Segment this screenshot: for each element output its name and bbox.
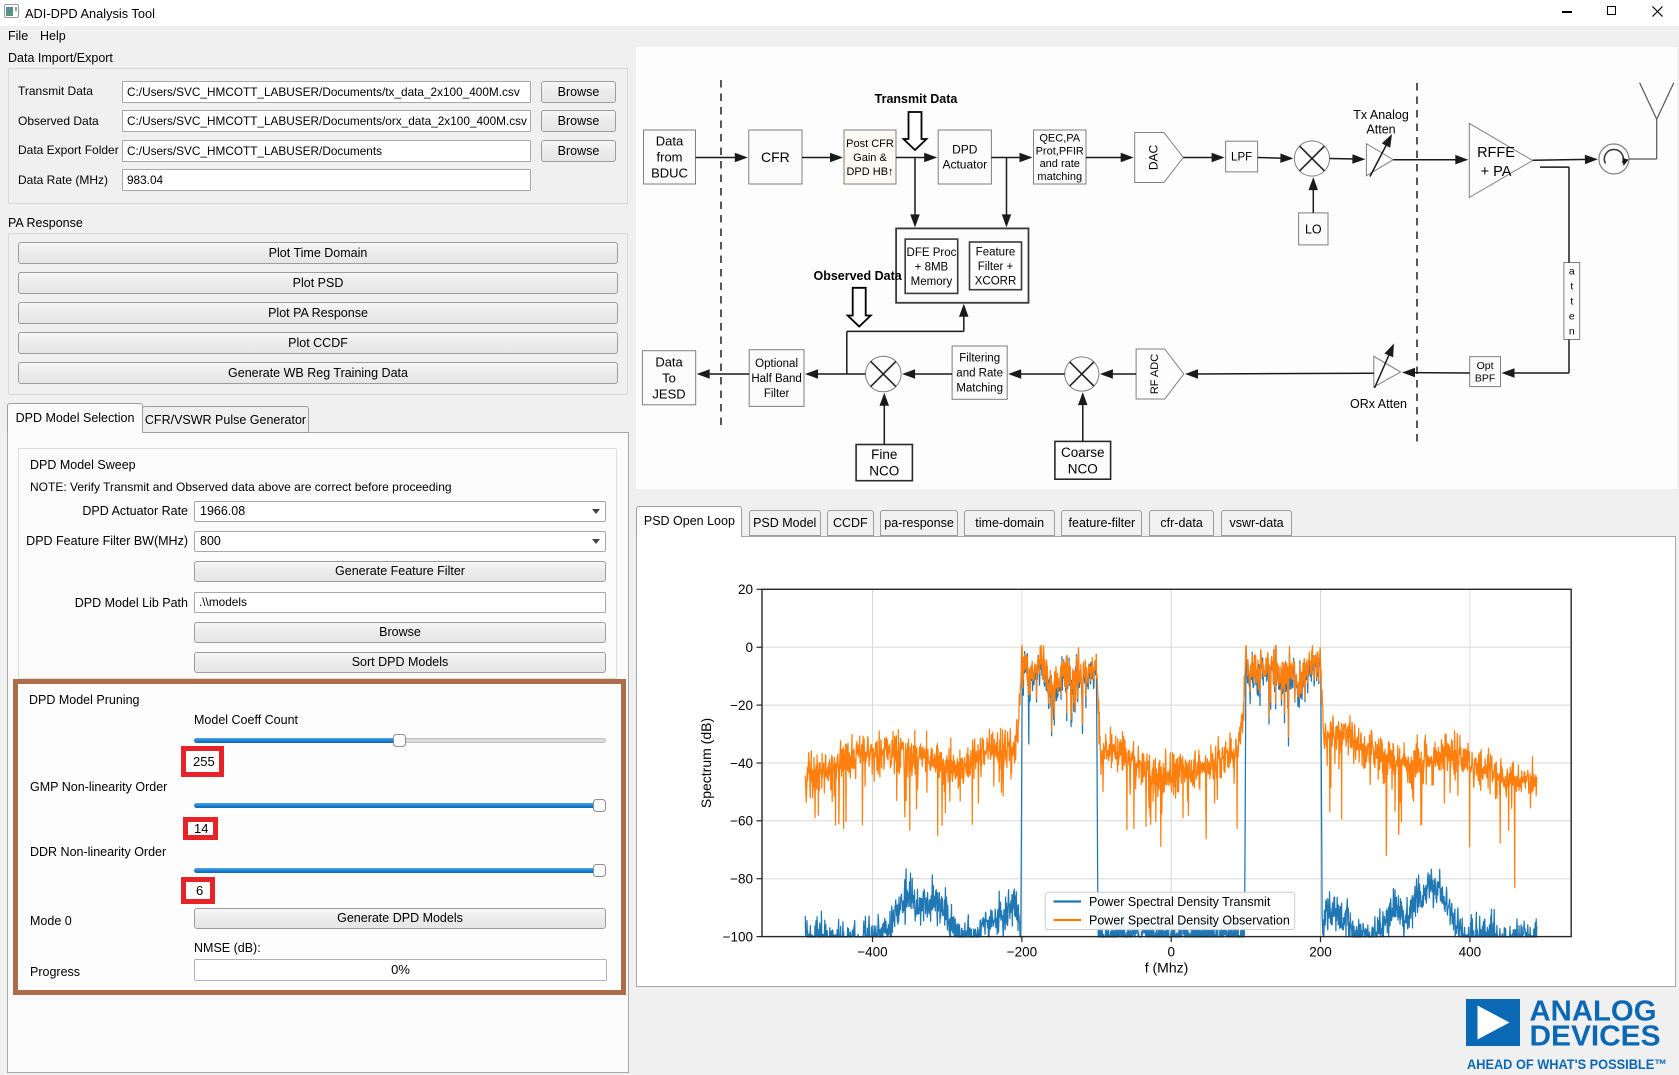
svg-text:ORx Atten: ORx Atten [1350, 397, 1407, 411]
svg-text:20: 20 [738, 582, 753, 597]
svg-text:200: 200 [1309, 945, 1332, 960]
svg-text:Coarse: Coarse [1061, 445, 1105, 460]
svg-text:Post CFR: Post CFR [846, 138, 894, 150]
svg-text:400: 400 [1459, 945, 1482, 960]
svg-text:Filter +: Filter + [978, 261, 1014, 273]
svg-text:and Rate: and Rate [956, 368, 1003, 380]
svg-text:LPF: LPF [1231, 152, 1252, 164]
svg-text:Memory: Memory [911, 276, 953, 288]
svg-text:XCORR: XCORR [975, 275, 1017, 287]
svg-text:Observed Data: Observed Data [813, 269, 902, 283]
svg-text:BDUC: BDUC [651, 166, 688, 181]
svg-text:0: 0 [745, 640, 753, 655]
svg-text:−400: −400 [857, 945, 887, 960]
svg-text:t: t [1570, 281, 1573, 293]
svg-text:n: n [1569, 326, 1575, 338]
svg-text:a: a [1569, 266, 1575, 278]
svg-text:Fine: Fine [871, 447, 897, 462]
svg-text:from: from [657, 150, 683, 165]
svg-text:t: t [1570, 296, 1573, 308]
svg-text:LO: LO [1305, 222, 1322, 236]
svg-text:e: e [1569, 311, 1575, 323]
svg-text:Gain &: Gain & [853, 152, 887, 164]
svg-text:Opt: Opt [1477, 360, 1494, 372]
svg-text:DAC: DAC [1146, 145, 1160, 171]
svg-text:RF ADC: RF ADC [1149, 354, 1161, 394]
svg-text:Prot,PFIR: Prot,PFIR [1036, 146, 1084, 158]
svg-text:−100: −100 [723, 929, 753, 944]
svg-text:ANALOG: ANALOG [1530, 996, 1657, 1028]
svg-text:DEVICES: DEVICES [1530, 1021, 1661, 1053]
svg-text:BPF: BPF [1475, 373, 1495, 385]
svg-text:−40: −40 [730, 756, 753, 771]
svg-text:Atten: Atten [1366, 123, 1395, 137]
svg-text:NCO: NCO [1068, 461, 1098, 476]
svg-text:To: To [662, 370, 676, 385]
svg-text:QEC,PA: QEC,PA [1039, 133, 1080, 145]
svg-text:−60: −60 [730, 814, 753, 829]
svg-text:DPD HB↑: DPD HB↑ [846, 166, 893, 178]
svg-text:and rate: and rate [1040, 158, 1080, 170]
svg-text:Actuator: Actuator [942, 158, 987, 172]
svg-text:Feature: Feature [976, 246, 1016, 258]
svg-text:Data: Data [655, 354, 683, 369]
svg-text:Power Spectral Density Observa: Power Spectral Density Observation [1089, 914, 1290, 928]
svg-text:f (Mhz): f (Mhz) [1145, 960, 1189, 976]
svg-text:AHEAD OF WHAT'S POSSIBLE™: AHEAD OF WHAT'S POSSIBLE™ [1467, 1056, 1667, 1072]
svg-text:Filter: Filter [764, 388, 790, 400]
svg-text:Tx Analog: Tx Analog [1353, 108, 1409, 122]
svg-text:−80: −80 [730, 872, 753, 887]
svg-text:Transmit Data: Transmit Data [875, 92, 959, 106]
svg-text:Data: Data [656, 134, 684, 149]
svg-text:DPD: DPD [952, 143, 978, 157]
svg-text:DFE Proc: DFE Proc [907, 247, 957, 259]
svg-text:matching: matching [1037, 171, 1082, 183]
svg-text:JESD: JESD [652, 386, 685, 401]
svg-text:+ PA: + PA [1481, 164, 1512, 180]
svg-text:Spectrum (dB): Spectrum (dB) [698, 718, 714, 808]
svg-text:RFFE: RFFE [1477, 145, 1515, 161]
svg-text:−20: −20 [730, 698, 753, 713]
svg-text:0: 0 [1167, 945, 1175, 960]
svg-text:Filtering: Filtering [959, 353, 1000, 365]
svg-text:Power Spectral Density Transmi: Power Spectral Density Transmit [1089, 895, 1271, 909]
svg-text:CFR: CFR [761, 149, 790, 165]
svg-text:Half Band: Half Band [751, 373, 802, 385]
svg-text:+ 8MB: + 8MB [915, 261, 949, 273]
svg-text:Matching: Matching [956, 383, 1003, 395]
svg-text:NCO: NCO [869, 464, 899, 479]
svg-text:−200: −200 [1007, 945, 1037, 960]
svg-text:Optional: Optional [755, 358, 798, 370]
